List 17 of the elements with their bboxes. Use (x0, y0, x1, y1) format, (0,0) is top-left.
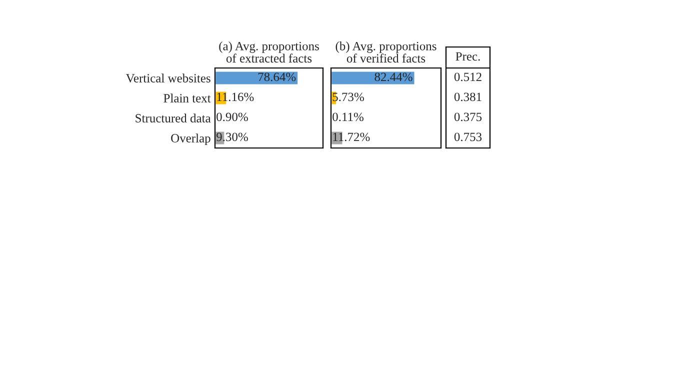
y-tick-label: Vertical websites (126, 74, 210, 83)
chart-title: (b) Avg. proportions of verified facts (336, 42, 436, 63)
text: 0.512 (454, 72, 482, 82)
data-label: 78.64% (258, 72, 296, 82)
text: 0.381 (454, 92, 482, 102)
data-label: 11.72% (333, 132, 370, 142)
y-tick-label: Plain text (164, 94, 211, 102)
text: 0.753 (454, 132, 482, 142)
data-label: 82.44% (374, 72, 412, 82)
y-tick-label: Overlap (171, 134, 210, 145)
data-label: 9.30% (216, 132, 248, 142)
y-tick-label: Structured data (136, 114, 211, 122)
chart-title: (a) Avg. proportions of extracted facts (219, 42, 319, 63)
data-label: 0.90% (216, 112, 248, 122)
data-label: 0.11% (332, 112, 364, 122)
text: Prec. (456, 52, 480, 61)
text: 0.375 (454, 112, 482, 122)
